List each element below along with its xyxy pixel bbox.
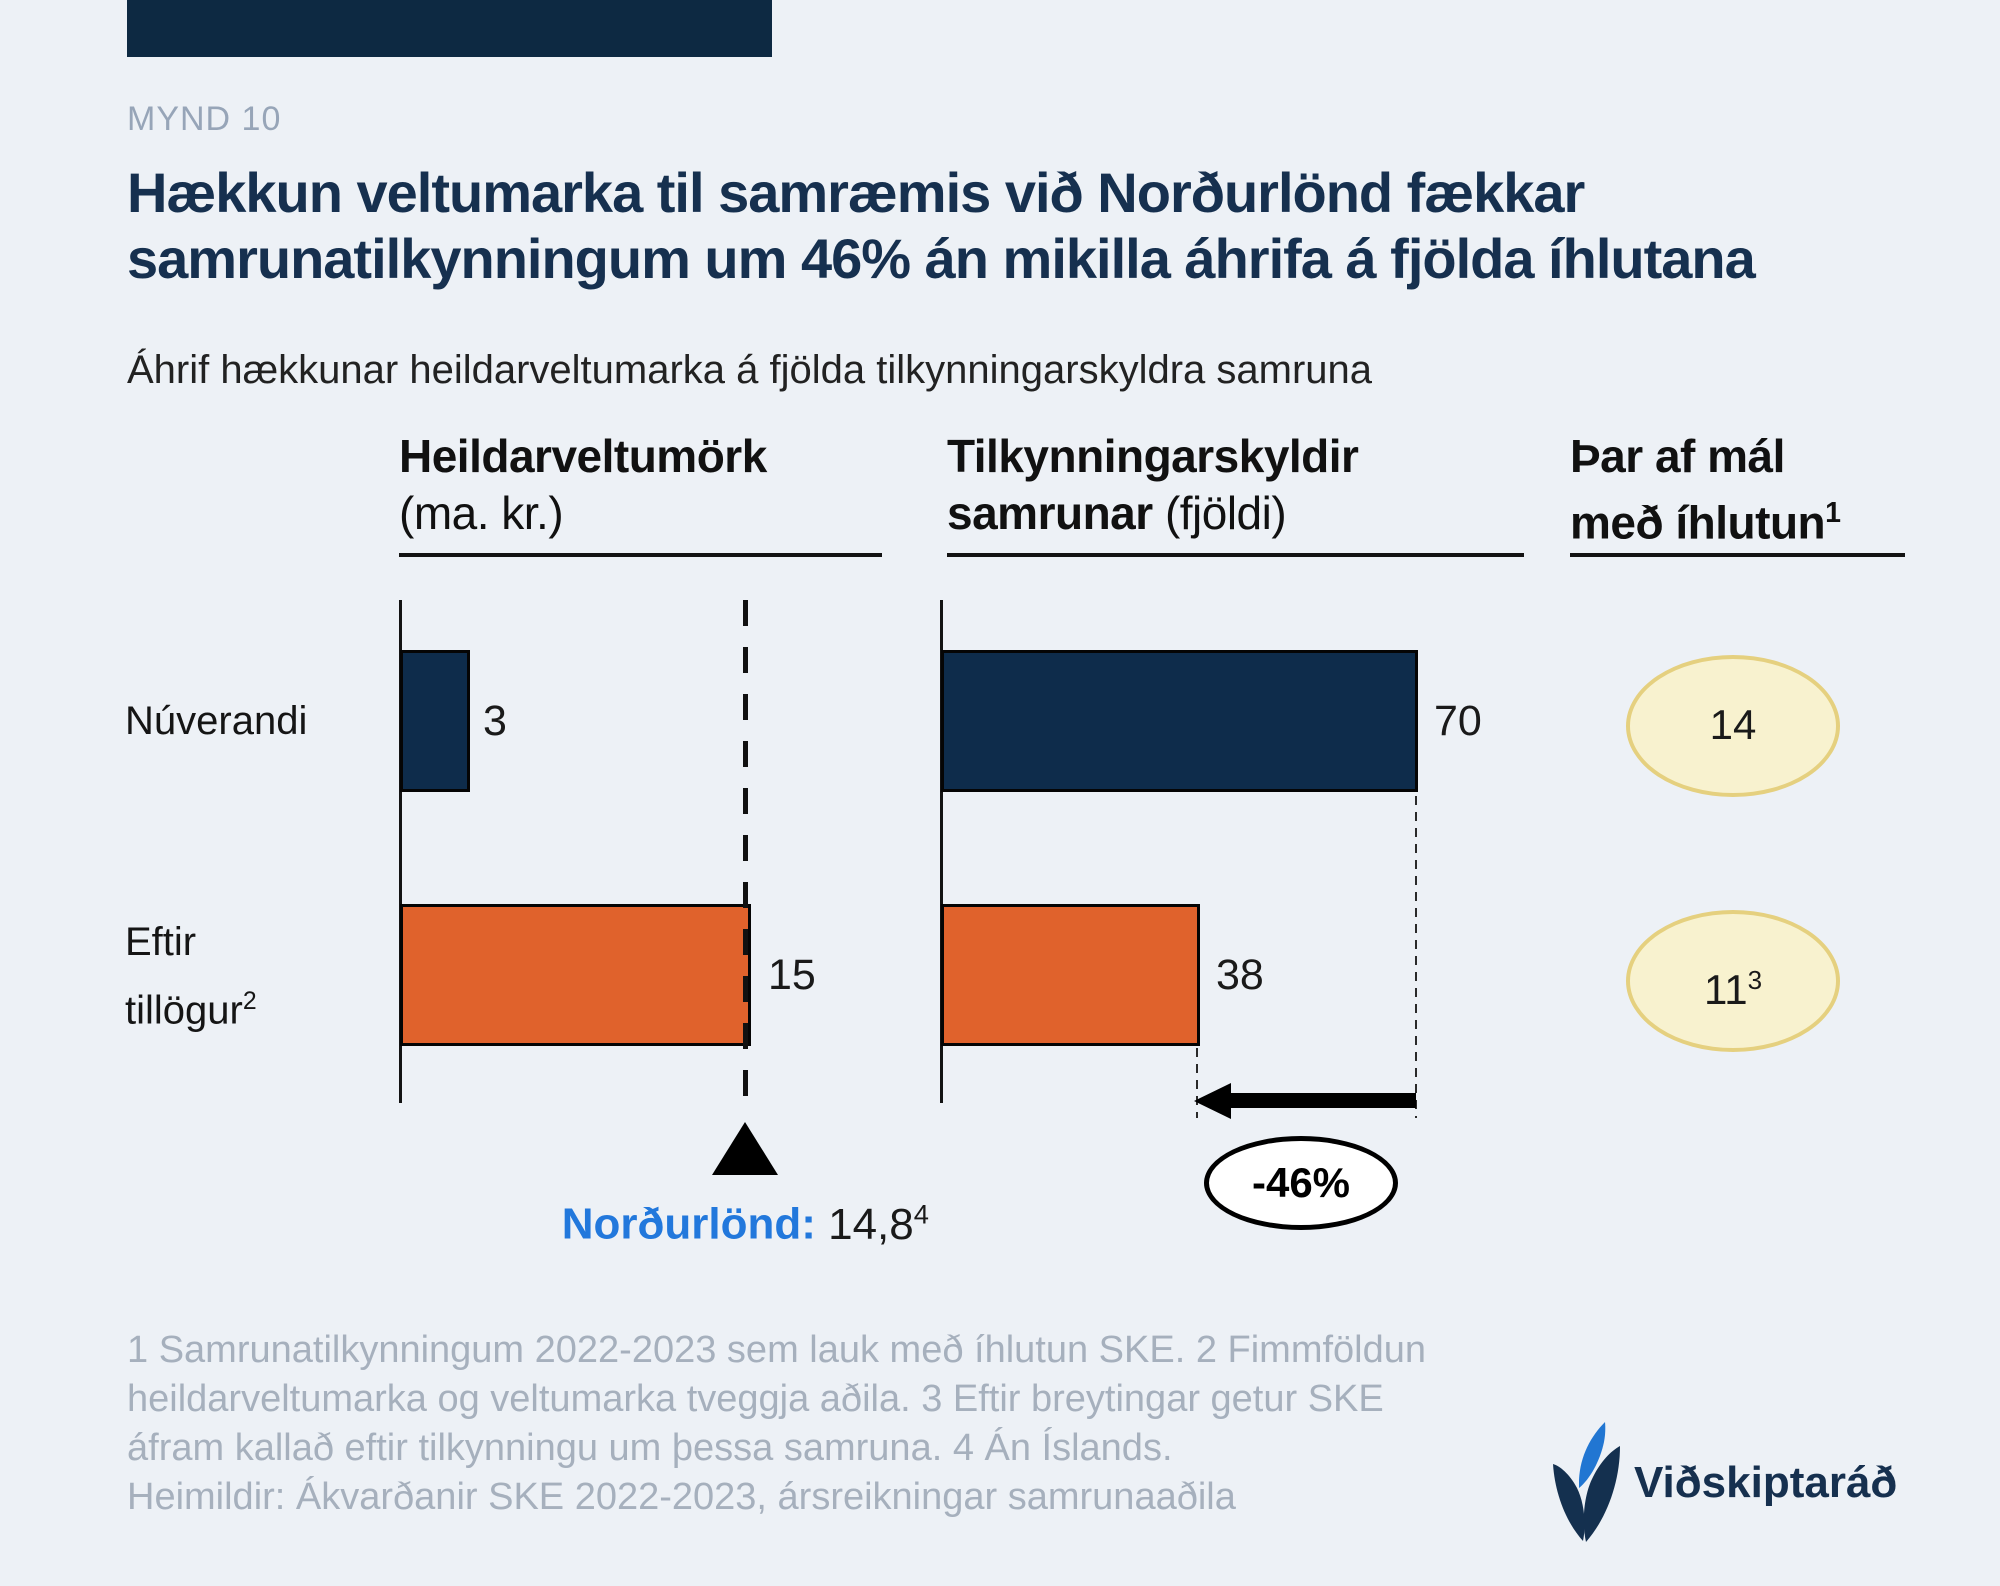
- dropline-current: [1415, 796, 1417, 1118]
- decrease-arrow-shaft: [1230, 1093, 1416, 1108]
- bar-turnover-current: [400, 650, 471, 792]
- row-label-current: Núverandi: [125, 699, 308, 743]
- bar-turnover-proposed: [400, 904, 751, 1046]
- vidskiptarad-logo-text: Viðskiptaráð: [1634, 1458, 1898, 1507]
- chart-mergers-axis: [940, 600, 943, 1103]
- column-header-interventions-line2: með íhlutun1: [1570, 496, 1841, 549]
- intervention-value-current: 14: [1709, 701, 1757, 748]
- column-header-notifications: Tilkynningarskyldir samrunar (fjöldi): [947, 428, 1359, 542]
- bar-value-mergers-proposed: 38: [1216, 951, 1264, 999]
- bar-value-mergers-current: 70: [1434, 697, 1482, 745]
- top-accent-bar: [127, 0, 772, 57]
- change-badge: -46%: [1204, 1136, 1398, 1230]
- column-underline-interventions: [1570, 553, 1905, 557]
- intervention-bubble-current: 14: [1626, 655, 1840, 797]
- footnote-line-2: heildarveltumarka og veltumarka tveggja …: [127, 1378, 1384, 1420]
- page-title: Hækkun veltumarka til samræmis við Norðu…: [127, 160, 1907, 292]
- column-underline-turnover: [399, 553, 882, 557]
- vidskiptarad-leaf-logo-icon: [1553, 1422, 1620, 1542]
- column-header-notifications-line1: Tilkynningarskyldir: [947, 430, 1359, 482]
- chart-turnover-axis: [399, 600, 402, 1103]
- nordic-reference-label: Norðurlönd: 14,84: [445, 1198, 1045, 1250]
- bar-mergers-current: [941, 650, 1418, 792]
- nordic-label: Norðurlönd:: [561, 1199, 816, 1249]
- footnote-line-4: Heimildir: Ákvarðanir SKE 2022-2023, árs…: [127, 1476, 1236, 1518]
- bar-mergers-proposed: [941, 904, 1200, 1046]
- bar-value-turnover-proposed: 15: [768, 951, 816, 999]
- column-header-interventions: Þar af mál með íhlutun1: [1570, 428, 1841, 551]
- figure-label: MYND 10: [127, 100, 282, 138]
- column-header-interventions-line1: Þar af mál: [1570, 430, 1785, 482]
- page-title-line2: samrunatilkynningum um 46% án mikilla áh…: [127, 227, 1756, 290]
- nordic-marker-triangle-icon: [712, 1122, 779, 1175]
- change-badge-value: -46%: [1251, 1159, 1351, 1206]
- column-header-turnover-unit: (ma. kr.): [399, 487, 564, 539]
- footnote-line-3: áfram kallað eftir tilkynningu um þessa …: [127, 1427, 1173, 1469]
- column-header-turnover-bold: Heildarveltumörk: [399, 430, 767, 482]
- bar-value-turnover-current: 3: [483, 697, 507, 745]
- page-title-line1: Hækkun veltumarka til samræmis við Norðu…: [127, 161, 1585, 224]
- footnotes: 1 Samrunatilkynningum 2022-2023 sem lauk…: [127, 1326, 1607, 1522]
- column-header-turnover: Heildarveltumörk (ma. kr.): [399, 428, 767, 542]
- intervention-bubble-proposed: 113: [1626, 910, 1840, 1052]
- column-header-notifications-line2: samrunar (fjöldi): [947, 487, 1287, 539]
- nordic-reference-line: [743, 600, 749, 1105]
- nordic-value: 14,84: [828, 1198, 929, 1249]
- column-underline-notifications: [947, 553, 1524, 557]
- page-subtitle: Áhrif hækkunar heildarveltumarka á fjöld…: [127, 348, 1373, 392]
- intervention-value-proposed: 113: [1703, 965, 1763, 1013]
- row-label-proposed: Eftir tillögur2: [125, 920, 257, 1033]
- footnote-line-1: 1 Samrunatilkynningum 2022-2023 sem lauk…: [127, 1329, 1427, 1371]
- decrease-arrow-head-icon: [1194, 1083, 1231, 1119]
